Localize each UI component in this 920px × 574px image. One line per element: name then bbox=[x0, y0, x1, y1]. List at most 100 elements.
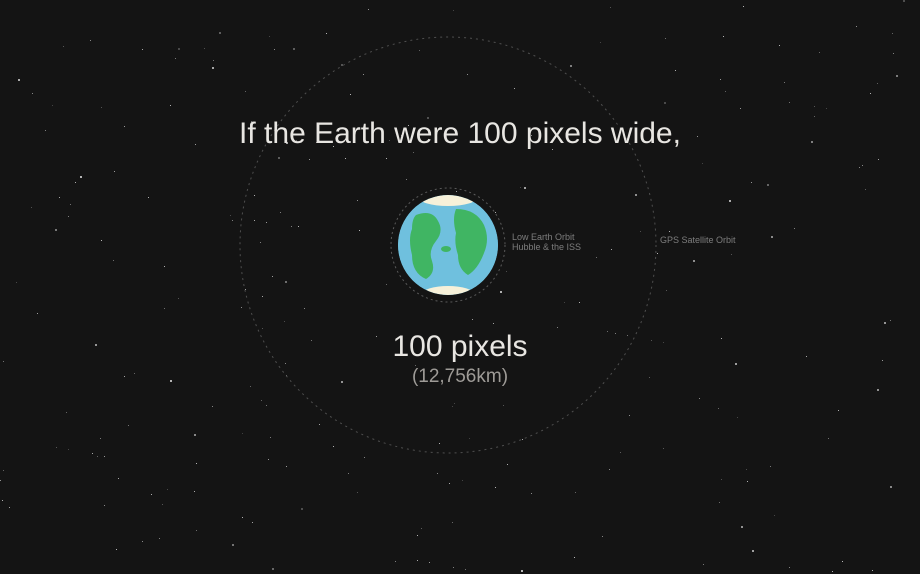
star bbox=[421, 528, 422, 529]
star bbox=[66, 412, 67, 413]
star bbox=[826, 108, 827, 109]
star bbox=[865, 189, 866, 190]
star bbox=[268, 459, 269, 460]
star bbox=[832, 571, 833, 572]
star bbox=[196, 463, 197, 464]
star bbox=[746, 469, 747, 470]
star bbox=[348, 473, 349, 474]
star bbox=[721, 479, 722, 480]
star bbox=[575, 492, 576, 493]
earth bbox=[398, 195, 498, 295]
star bbox=[828, 438, 829, 439]
star bbox=[720, 79, 721, 80]
star bbox=[610, 7, 611, 8]
star bbox=[770, 466, 771, 467]
star bbox=[675, 70, 676, 71]
star bbox=[128, 425, 129, 426]
star bbox=[752, 550, 754, 552]
star bbox=[92, 453, 93, 454]
star bbox=[784, 82, 785, 83]
star bbox=[731, 254, 732, 255]
scale-infographic: Low Earth OrbitHubble & the ISSGPS Satel… bbox=[0, 0, 920, 574]
star bbox=[842, 561, 843, 562]
star bbox=[63, 46, 64, 47]
star bbox=[170, 105, 171, 106]
star bbox=[893, 53, 894, 54]
star bbox=[666, 290, 667, 291]
star bbox=[903, 0, 905, 2]
star bbox=[740, 108, 741, 109]
star bbox=[164, 266, 165, 267]
star bbox=[164, 308, 165, 309]
star bbox=[462, 480, 463, 481]
star bbox=[3, 470, 4, 471]
star bbox=[286, 466, 287, 467]
star bbox=[242, 517, 243, 518]
star bbox=[16, 282, 17, 283]
star bbox=[890, 320, 891, 321]
star bbox=[55, 229, 57, 231]
star bbox=[9, 507, 10, 508]
star bbox=[862, 165, 863, 166]
star bbox=[357, 492, 358, 493]
star bbox=[453, 567, 454, 568]
star bbox=[693, 260, 695, 262]
star bbox=[101, 107, 102, 108]
star bbox=[100, 438, 101, 439]
star bbox=[838, 410, 839, 411]
star bbox=[878, 159, 879, 160]
star bbox=[97, 456, 98, 457]
star bbox=[118, 478, 119, 479]
star bbox=[232, 220, 233, 221]
star bbox=[178, 48, 180, 50]
star bbox=[142, 49, 143, 50]
star bbox=[743, 6, 744, 7]
star bbox=[453, 10, 454, 11]
star bbox=[665, 38, 666, 39]
star bbox=[32, 93, 33, 94]
star bbox=[602, 536, 603, 537]
star bbox=[702, 163, 703, 164]
star bbox=[114, 171, 115, 172]
star bbox=[252, 522, 253, 523]
star bbox=[521, 570, 523, 572]
star bbox=[59, 197, 60, 198]
star bbox=[31, 207, 32, 208]
headline: If the Earth were 100 pixels wide, bbox=[0, 117, 920, 151]
star bbox=[574, 557, 575, 558]
star bbox=[194, 434, 196, 436]
star bbox=[771, 236, 773, 238]
star bbox=[104, 505, 105, 506]
star bbox=[52, 105, 53, 106]
star bbox=[723, 36, 724, 37]
star bbox=[884, 322, 886, 324]
star bbox=[162, 504, 163, 505]
star bbox=[877, 83, 878, 84]
star bbox=[741, 526, 743, 528]
star bbox=[104, 456, 105, 457]
star bbox=[232, 544, 234, 546]
star bbox=[159, 538, 160, 539]
star bbox=[219, 32, 221, 34]
star bbox=[90, 40, 91, 41]
star bbox=[116, 549, 117, 550]
star bbox=[452, 522, 453, 523]
star bbox=[751, 182, 752, 183]
orbit-label-line: GPS Satellite Orbit bbox=[660, 235, 736, 245]
star bbox=[872, 570, 873, 571]
star bbox=[0, 480, 1, 481]
star bbox=[70, 204, 71, 205]
star bbox=[737, 417, 738, 418]
star bbox=[151, 494, 152, 495]
star bbox=[56, 447, 57, 448]
star bbox=[774, 515, 775, 516]
star bbox=[794, 228, 795, 229]
star bbox=[326, 33, 327, 34]
star bbox=[859, 167, 860, 168]
star bbox=[80, 176, 82, 178]
star bbox=[196, 530, 197, 531]
star bbox=[699, 398, 700, 399]
star bbox=[495, 487, 496, 488]
caption-main: 100 pixels bbox=[0, 330, 920, 364]
star bbox=[75, 182, 76, 183]
